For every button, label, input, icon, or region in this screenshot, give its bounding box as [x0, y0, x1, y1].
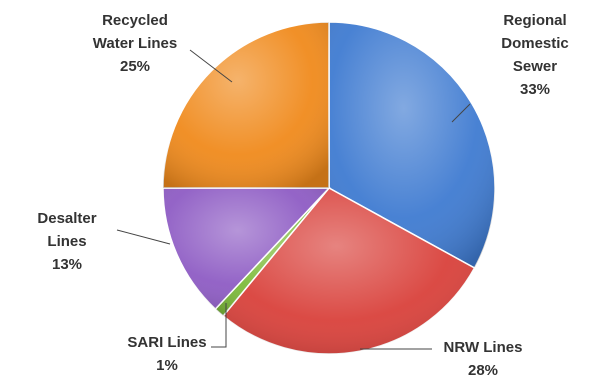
slice-percent-label: 33% — [520, 81, 550, 98]
slice-label: NRW Lines 28% — [444, 339, 523, 379]
slice-percent-label: 28% — [468, 362, 498, 379]
slice-name-label: Desalter — [37, 210, 96, 227]
slice-name-label: Regional — [503, 12, 566, 29]
slice-name-label: Water Lines — [93, 35, 177, 52]
slice-label: SARI Lines 1% — [127, 334, 206, 374]
slice-label: Desalter Lines 13% — [37, 210, 96, 273]
leader-line — [116, 229, 171, 245]
pie-slice-shading — [329, 21, 496, 268]
pie-slice-shading — [163, 188, 329, 310]
slice-name-label: NRW Lines — [444, 339, 523, 356]
slice-name-label: Sewer — [513, 58, 557, 75]
leader-line — [211, 303, 227, 348]
slice-name-label: Domestic — [501, 35, 569, 52]
slice-percent-label: 25% — [120, 58, 150, 75]
leader-lines — [116, 49, 471, 350]
slice-percent-label: 1% — [156, 357, 178, 374]
pie-slices — [162, 21, 496, 355]
slice-name-label: SARI Lines — [127, 334, 206, 351]
leader-line — [451, 103, 471, 123]
slice-labels: Regional Domestic Sewer 33% NRW Lines 28% SARI… — [37, 12, 568, 379]
pie-slice-shading — [223, 188, 475, 355]
pie-slice-shading — [215, 188, 329, 316]
leader-line — [189, 49, 233, 83]
slice-label: Regional Domestic Sewer 33% — [501, 12, 569, 98]
slice-percent-label: 13% — [52, 256, 82, 273]
slice-label: Recycled Water Lines 25% — [93, 12, 177, 75]
slice-name-label: Recycled — [102, 12, 168, 29]
slice-name-label: Lines — [47, 233, 86, 250]
pie-slice-shading — [163, 22, 329, 188]
